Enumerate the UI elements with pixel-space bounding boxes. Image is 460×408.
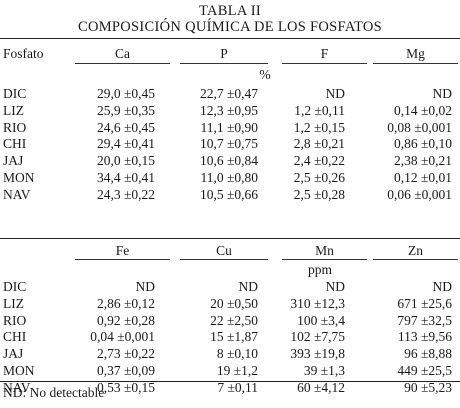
column-header: P (220, 46, 228, 61)
column-header: Ca (115, 46, 130, 61)
table-cell: 10,6 ±0,84 (199, 153, 258, 169)
table-cell: 29,0 ±0,45 (96, 86, 155, 101)
top-rule (0, 38, 460, 39)
table-cell: 0,37 ±0,09 (96, 363, 155, 378)
row-label: DIC (3, 86, 27, 101)
table-cell: 10,7 ±0,75 (199, 136, 258, 152)
row-label: RIO (3, 119, 27, 135)
table-cell: 393 ±19,8 (290, 346, 345, 362)
table-cell: 11,1 ±0,90 (200, 119, 258, 135)
table-cell: 0,04 ±0,001 (90, 329, 155, 345)
row-label: LIZ (3, 295, 24, 311)
table-cell: 2,5 ±0,26 (293, 170, 345, 185)
column-underline (373, 259, 458, 260)
table-cell: 24,3 ±0,22 (96, 186, 155, 202)
bottom-rule (0, 381, 460, 382)
table-cell: 8 ±0,10 (216, 346, 258, 362)
column-underline (180, 259, 268, 260)
column-underline (75, 259, 170, 260)
table-cell: 29,4 ±0,41 (96, 136, 155, 152)
table-cell: ND (432, 279, 453, 294)
row-label: MON (3, 363, 35, 378)
unit-label: % (259, 67, 271, 82)
table-cell: 671 ±25,6 (397, 295, 452, 311)
table-cell: 113 ±9,56 (397, 329, 452, 345)
row-label: CHI (3, 136, 27, 152)
table-cell: 2,73 ±0,22 (96, 346, 155, 362)
table-cell: 22,7 ±0,47 (199, 86, 258, 101)
table-cell: ND (325, 86, 346, 101)
table-label: TABLA II (198, 3, 262, 19)
table-cell: 60 ±4,12 (297, 379, 345, 395)
row-label: MON (3, 170, 35, 185)
table-cell: 2,5 ±0,28 (293, 186, 345, 202)
column-header: Mn (315, 243, 334, 258)
column-header: Fe (115, 243, 130, 258)
table-cell: 2,38 ±0,21 (393, 153, 452, 169)
table-cell: 1,2 ±0,15 (293, 119, 345, 135)
table-cell: ND (135, 279, 156, 294)
table-cell: 24,6 ±0,45 (96, 119, 155, 135)
row-label: CHI (3, 329, 27, 345)
table-cell: 10,5 ±0,66 (199, 186, 258, 202)
column-header: Mg (406, 46, 425, 61)
table-cell: 0,06 ±0,001 (387, 186, 452, 202)
table-cell: 7 ±0,11 (217, 379, 258, 395)
table-cell: 11,0 ±0,80 (200, 170, 258, 185)
column-header: Cu (216, 243, 232, 258)
column-underline (282, 259, 367, 260)
column-underline (75, 63, 170, 64)
table-cell: 0,08 ±0,001 (387, 119, 452, 135)
footnote: ND: No detectable (3, 385, 105, 400)
table-cell: 2,4 ±0,22 (293, 153, 345, 169)
table-cell: 39 ±1,3 (303, 363, 345, 378)
table-cell: 22 ±2,50 (210, 312, 258, 328)
table-cell: 20 ±0,50 (210, 295, 258, 311)
table-cell: 0,53 ±0,15 (96, 379, 155, 395)
table-cell: 34,4 ±0,41 (96, 170, 155, 185)
table-title: COMPOSICIÓN QUÍMICA DE LOS FOSFATOS (77, 19, 383, 35)
table-cell: 2,8 ±0,21 (293, 136, 345, 152)
table-cell: 310 ±12,3 (290, 295, 345, 311)
column-underline (282, 63, 367, 64)
row-label: LIZ (3, 102, 24, 118)
table-cell: 102 ±7,75 (290, 329, 345, 345)
unit-label: ppm (307, 262, 332, 277)
table-cell: 25,9 ±0,35 (96, 102, 155, 118)
table-cell: 2,86 ±0,12 (96, 295, 155, 311)
table-cell: 0,14 ±0,02 (393, 102, 452, 118)
table-cell: 797 ±32,5 (397, 312, 452, 328)
column-header: F (320, 46, 329, 61)
table-cell: ND (432, 86, 453, 101)
table-cell: 1,2 ±0,11 (294, 102, 345, 118)
column-header: Zn (408, 243, 423, 258)
table-cell: 19 ±1,2 (216, 363, 258, 378)
row-label: RIO (3, 312, 27, 328)
row-label: NAV (3, 379, 31, 395)
row-header-label: Fosfato (3, 46, 44, 61)
table-cell: ND (325, 279, 346, 294)
table-cell: 0,92 ±0,28 (96, 312, 155, 328)
table-cell: 12,3 ±0,95 (199, 102, 258, 118)
table-cell: 0,12 ±0,01 (393, 170, 452, 185)
middle-rule (0, 238, 460, 239)
column-underline (373, 63, 458, 64)
table-cell: 0,86 ±0,10 (393, 136, 452, 152)
row-label: JAJ (3, 153, 24, 169)
table-cell: 90 ±5,23 (404, 379, 452, 395)
table-cell: 15 ±1,87 (210, 329, 258, 345)
row-label: NAV (3, 186, 31, 202)
table-cell: 449 ±25,5 (397, 363, 452, 378)
table-cell: 96 ±8,88 (404, 346, 452, 362)
table-cell: 20,0 ±0,15 (96, 153, 155, 169)
row-label: DIC (3, 279, 27, 294)
row-label: JAJ (3, 346, 24, 362)
column-underline (180, 63, 268, 64)
table-cell: 100 ±3,4 (297, 312, 345, 328)
table-cell: ND (238, 279, 259, 294)
